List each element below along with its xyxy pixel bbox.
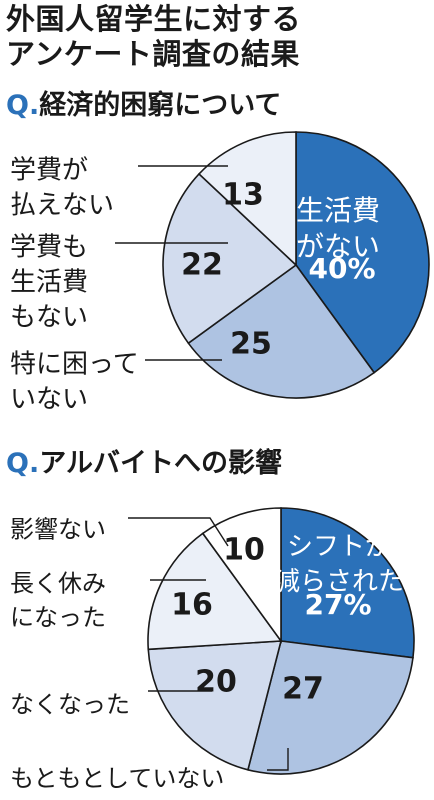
question-title-2: Q.アルバイトへの影響 — [6, 450, 282, 477]
q-prefix: Q. — [6, 448, 40, 479]
slice-category-label: 払えない — [10, 190, 114, 220]
slice-category-label: もともとしていない — [10, 765, 224, 793]
leader-line — [267, 748, 289, 771]
slice-value-label: 16 — [171, 588, 213, 623]
question-title-1: Q.経済的困窮について — [6, 92, 281, 119]
slice-value-label: 27 — [282, 672, 324, 707]
slice-category-label: もない — [10, 302, 88, 332]
slice-category-label: 学費が — [10, 155, 88, 185]
pie-slice-影響ない — [201, 507, 282, 644]
slice-category-label: 長く休み — [10, 570, 106, 598]
pie-slice-長く休みになった — [147, 532, 283, 651]
slice-value-label: 13 — [222, 178, 264, 213]
slice-category-label: 特に困って — [10, 349, 139, 379]
slice-value-label: 10 — [223, 533, 265, 568]
slice-value-label: 20 — [195, 665, 237, 700]
slice-category-label: 影響ない — [10, 516, 106, 544]
slice-category-label: 学費も — [10, 232, 88, 262]
slice-value-label: 25 — [230, 327, 272, 362]
pie-slice-学費が払えない — [197, 131, 297, 267]
pie-slice-生活費がない — [295, 131, 430, 374]
slice-value-label: 22 — [181, 248, 223, 283]
pie-slice-なくなった — [147, 640, 283, 771]
slice-category-label: がない — [296, 230, 380, 263]
slice-value-label: 40% — [308, 252, 375, 285]
pie-slice-もともとしていない — [246, 640, 414, 775]
slice-category-label: シフトが — [287, 532, 391, 562]
slice-category-label: になった — [10, 604, 106, 632]
slice-value-label: 27% — [304, 588, 371, 621]
leader-line — [128, 517, 229, 547]
slice-category-label: 減らされた — [274, 567, 404, 597]
pie-slice-シフトが減らされた — [280, 507, 415, 659]
q-prefix: Q. — [6, 90, 40, 121]
page-title-line-1: 外国人留学生に対する — [6, 2, 302, 36]
page-title-line-2: アンケート調査の結果 — [6, 37, 300, 71]
slice-category-label: なくなった — [10, 691, 130, 719]
pie-slice-学費も生活費もない — [162, 172, 298, 345]
slice-category-label: 生活費 — [10, 267, 88, 297]
slice-category-label: 生活費 — [296, 194, 380, 227]
question-text: アルバイトへの影響 — [39, 448, 282, 479]
question-text: 経済的困窮について — [39, 90, 282, 121]
slice-category-label: いない — [10, 384, 88, 414]
